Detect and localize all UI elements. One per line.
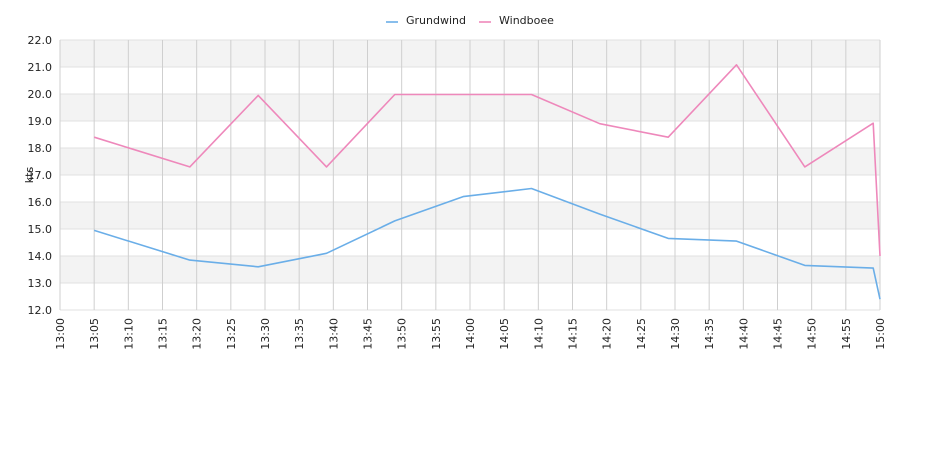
x-tick-label: 14:10 (532, 318, 545, 350)
legend[interactable]: Grundwind Windboee (386, 14, 554, 27)
x-tick-label: 13:10 (122, 318, 135, 350)
x-tick-label: 14:45 (772, 318, 785, 350)
legend-item-windboee[interactable]: Windboee (479, 14, 554, 27)
x-tick-label: 14:20 (601, 318, 614, 350)
x-tick-label: 14:50 (806, 318, 819, 350)
x-tick-label: 15:00 (874, 318, 887, 350)
legend-label: Windboee (499, 14, 554, 27)
x-tick-label: 13:25 (225, 318, 238, 350)
x-tick-label: 14:00 (464, 318, 477, 350)
x-tick-label: 13:50 (396, 318, 409, 350)
series-line-windboee (93, 64, 881, 257)
x-tick-label: 13:05 (88, 318, 101, 350)
legend-label: Grundwind (406, 14, 466, 27)
x-tick-label: 13:00 (54, 318, 67, 350)
y-tick-label: 18.0 (28, 142, 53, 155)
x-tick-label: 13:35 (293, 318, 306, 350)
x-tick-label: 13:15 (157, 318, 170, 350)
y-tick-label: 20.0 (28, 88, 53, 101)
x-tick-label: 14:05 (498, 318, 511, 350)
y-tick-label: 21.0 (28, 61, 53, 74)
y-tick-label: 15.0 (28, 223, 53, 236)
legend-item-grundwind[interactable]: Grundwind (386, 14, 466, 27)
x-tick-label: 13:55 (430, 318, 443, 350)
series-lines (93, 64, 881, 300)
y-tick-label: 14.0 (28, 250, 53, 263)
grid-lines (59, 39, 881, 311)
x-tick-label: 14:30 (669, 318, 682, 350)
x-tick-label: 14:40 (737, 318, 750, 350)
series-line-grundwind (93, 187, 881, 300)
y-tick-label: 19.0 (28, 115, 53, 128)
x-tick-label: 13:30 (259, 318, 272, 350)
x-axis: 13:00 13:05 13:10 13:15 13:20 13:25 13:30 13:35… (54, 318, 887, 350)
x-tick-label: 14:55 (840, 318, 853, 350)
x-tick-label: 14:25 (635, 318, 648, 350)
y-tick-label: 16.0 (28, 196, 53, 209)
x-tick-label: 13:40 (327, 318, 340, 350)
y-tick-label: 22.0 (28, 34, 53, 47)
y-tick-label: 12.0 (28, 304, 53, 317)
x-tick-label: 13:45 (362, 318, 375, 350)
y-tick-label: 13.0 (28, 277, 53, 290)
x-tick-label: 13:20 (191, 318, 204, 350)
x-tick-label: 14:15 (567, 318, 580, 350)
x-tick-label: 14:35 (703, 318, 716, 350)
y-axis-title: kts (23, 167, 36, 184)
y-axis: 12.0 13.0 14.0 15.0 16.0 17.0 18.0 19.0 20.0 21.0… (28, 34, 53, 317)
y-tick-label: 17.0 (28, 169, 53, 182)
